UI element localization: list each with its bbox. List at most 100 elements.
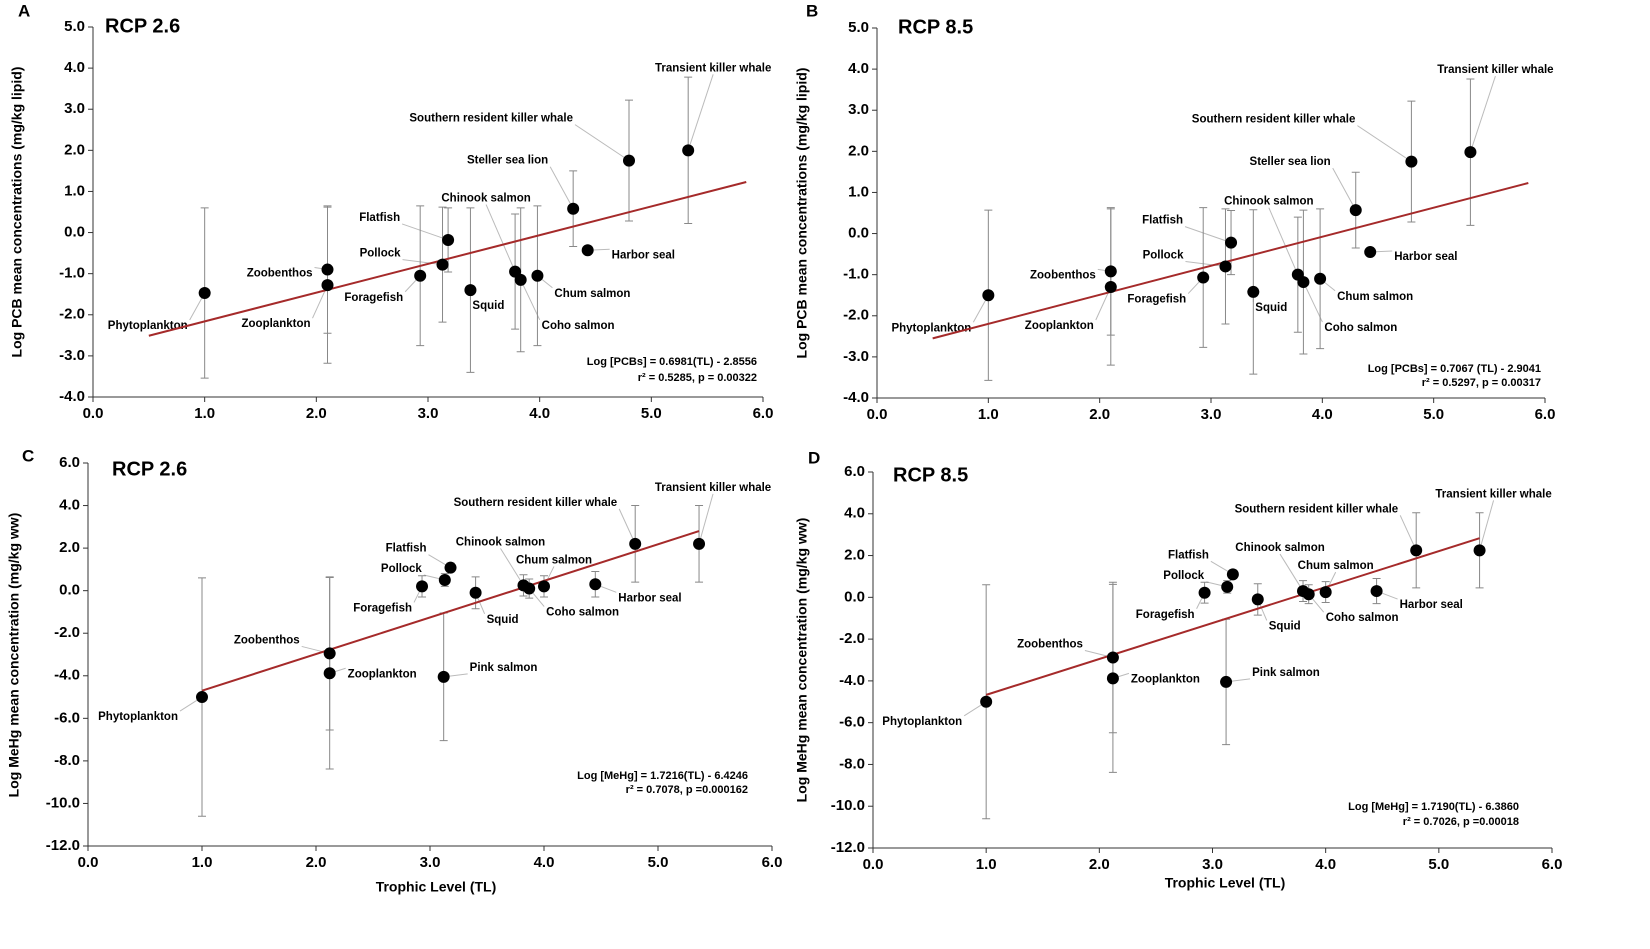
- leader-line: [1268, 207, 1299, 275]
- x-tick-label: 4.0: [529, 405, 550, 422]
- x-tick-label: 6.0: [753, 405, 774, 422]
- point-label: Steller sea lion: [467, 155, 548, 167]
- point-label: Pollock: [1143, 249, 1185, 261]
- data-point: [1219, 260, 1232, 273]
- x-tick-label: 3.0: [1201, 406, 1222, 423]
- leader-line: [687, 74, 714, 151]
- x-tick-label: 3.0: [420, 854, 441, 871]
- y-tick-label: -4.0: [59, 388, 85, 405]
- point-label: Foragefish: [1127, 294, 1186, 306]
- leader-line: [549, 166, 574, 209]
- x-tick-label: 6.0: [1542, 856, 1563, 873]
- equation: Log [PCBs] = 0.6981(TL) - 2.8556: [587, 356, 757, 368]
- data-point: [1302, 588, 1315, 601]
- point-label: Southern resident killer whale: [1192, 114, 1356, 126]
- x-tick-label: 5.0: [1423, 406, 1444, 423]
- y-tick-label: -2.0: [839, 630, 865, 647]
- point-label: Foragefish: [353, 602, 412, 614]
- x-tick-label: 2.0: [306, 405, 327, 422]
- point-label: Zooplankton: [348, 668, 417, 680]
- point-label: Coho salmon: [546, 607, 619, 619]
- point-label: Pollock: [381, 563, 423, 575]
- point-label: Chinook salmon: [1235, 542, 1324, 554]
- data-point: [1251, 593, 1264, 606]
- point-label: Foragefish: [1136, 609, 1195, 621]
- x-axis-label: Trophic Level (TL): [1165, 875, 1286, 891]
- leader-line: [1479, 500, 1495, 551]
- data-point: [196, 691, 208, 704]
- data-point: [1464, 146, 1477, 159]
- point-label: Pollock: [1163, 570, 1205, 582]
- x-tick-label: 5.0: [648, 854, 669, 871]
- data-point: [1473, 544, 1486, 557]
- y-tick-label: 0.0: [844, 588, 865, 605]
- chart-title: RCP 2.6: [105, 15, 180, 37]
- y-tick-label: -4.0: [839, 672, 865, 689]
- y-tick-label: -3.0: [843, 348, 869, 365]
- y-tick-label: 5.0: [848, 19, 869, 36]
- data-point: [1104, 281, 1117, 293]
- y-tick-label: 4.0: [844, 505, 865, 522]
- x-tick-label: 2.0: [306, 854, 327, 871]
- point-label: Coho salmon: [1324, 322, 1397, 334]
- point-label: Southern resident killer whale: [409, 113, 573, 125]
- y-tick-label: 0.0: [59, 582, 80, 599]
- x-tick-label: 0.0: [78, 854, 99, 871]
- y-tick-label: 6.0: [844, 463, 865, 480]
- y-tick-label: -8.0: [54, 752, 80, 769]
- data-point: [437, 670, 450, 683]
- data-point: [982, 289, 995, 302]
- x-tick-label: 5.0: [1428, 856, 1449, 873]
- x-tick-label: 3.0: [418, 405, 439, 422]
- point-label: Zoobenthos: [247, 268, 313, 280]
- leader-line: [401, 223, 449, 241]
- point-label: Flatfish: [1168, 549, 1209, 561]
- leader-line: [1399, 515, 1417, 551]
- y-tick-label: -2.0: [54, 624, 80, 641]
- x-tick-label: 3.0: [1202, 856, 1223, 873]
- y-tick-label: -10.0: [831, 797, 865, 814]
- y-tick-label: 2.0: [64, 141, 85, 158]
- y-tick-label: 3.0: [64, 100, 85, 117]
- y-tick-label: 2.0: [848, 142, 869, 159]
- y-tick-label: -12.0: [46, 837, 80, 854]
- x-tick-label: 4.0: [534, 854, 555, 871]
- fit-line: [932, 182, 1529, 340]
- panel-letter: D: [808, 448, 820, 467]
- point-label: Zooplankton: [1131, 673, 1200, 685]
- chart-title: RCP 8.5: [898, 16, 973, 38]
- y-axis-label: Log PCB mean concentrations (mg/kg lipid…: [9, 67, 25, 358]
- y-tick-label: -4.0: [843, 389, 869, 406]
- point-label: Transient killer whale: [655, 482, 771, 494]
- data-point: [581, 244, 594, 257]
- point-label: Phytoplankton: [882, 716, 962, 728]
- data-point: [416, 580, 429, 593]
- y-tick-label: -12.0: [831, 839, 865, 856]
- point-label: Phytoplankton: [108, 320, 188, 332]
- point-label: Harbor seal: [612, 249, 675, 261]
- data-point: [523, 582, 536, 595]
- x-tick-label: 1.0: [194, 405, 215, 422]
- data-point: [323, 647, 336, 660]
- data-point: [538, 580, 550, 593]
- point-label: Zooplankton: [1025, 320, 1094, 332]
- data-point: [1405, 155, 1418, 168]
- leader-line: [1302, 281, 1323, 323]
- equation: Log [PCBs] = 0.7067 (TL) - 2.9041: [1368, 363, 1541, 375]
- point-label: Squid: [472, 300, 504, 312]
- y-tick-label: 2.0: [844, 547, 865, 564]
- leader-line: [1184, 226, 1232, 244]
- data-point: [1370, 585, 1383, 598]
- point-label: Coho salmon: [1326, 612, 1399, 624]
- point-label: Southern resident killer whale: [1235, 503, 1399, 515]
- data-point: [1314, 272, 1327, 285]
- data-point: [1364, 246, 1377, 259]
- data-point: [1226, 568, 1239, 581]
- data-point: [1197, 271, 1210, 284]
- x-tick-label: 2.0: [1089, 856, 1110, 873]
- leader-line: [1185, 260, 1226, 267]
- data-point: [514, 273, 527, 286]
- point-label: Harbor seal: [1394, 251, 1457, 263]
- panel-letter: C: [22, 446, 34, 465]
- point-label: Harbor seal: [618, 592, 681, 604]
